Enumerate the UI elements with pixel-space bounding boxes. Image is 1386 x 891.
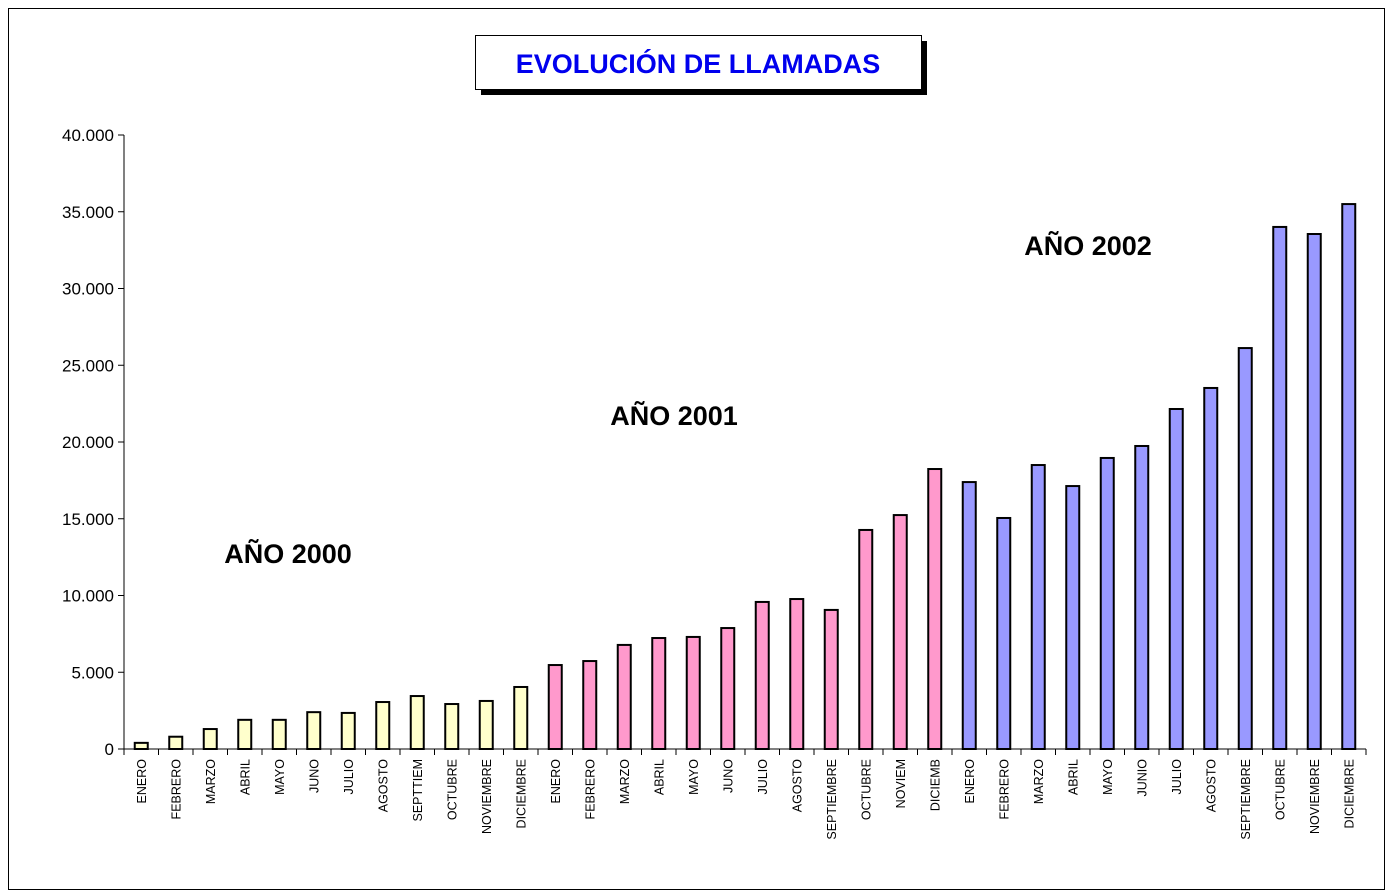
x-tick-label: ABRIL bbox=[652, 759, 666, 795]
bar bbox=[1237, 347, 1253, 750]
x-tick-label: DICIEMBRE bbox=[1342, 759, 1356, 828]
bar bbox=[547, 664, 563, 751]
bar bbox=[1341, 203, 1357, 750]
x-tick-label: MARZO bbox=[618, 759, 632, 804]
bar bbox=[1134, 444, 1150, 750]
x-tick-label: OCTUBRE bbox=[445, 759, 459, 820]
bar bbox=[202, 728, 218, 750]
bar bbox=[1203, 386, 1219, 750]
x-tick-label: MAYO bbox=[687, 759, 701, 795]
x-tick-label: JULIO bbox=[756, 759, 770, 795]
x-tick-label: JUNO bbox=[721, 759, 735, 793]
x-tick-label: AGOSTO bbox=[1204, 759, 1218, 813]
bar bbox=[1099, 456, 1115, 750]
bar bbox=[651, 637, 667, 750]
bar bbox=[823, 608, 839, 751]
x-tick-label: ENERO bbox=[549, 759, 563, 804]
y-tick-label: 5.000 bbox=[71, 663, 114, 682]
bar bbox=[444, 703, 460, 750]
bar bbox=[858, 528, 874, 750]
y-tick-label: 30.000 bbox=[62, 280, 114, 299]
bar bbox=[1306, 233, 1322, 750]
bar bbox=[168, 735, 184, 750]
x-tick-label: MAYO bbox=[273, 759, 287, 795]
bar bbox=[1272, 225, 1288, 751]
x-tick-label: AGOSTO bbox=[790, 759, 804, 813]
annotation: AÑO 2001 bbox=[610, 400, 738, 431]
bar bbox=[996, 516, 1012, 750]
bar bbox=[685, 635, 701, 751]
x-tick-label: DICIEMBRE bbox=[514, 759, 528, 828]
x-tick-label: MARZO bbox=[204, 759, 218, 804]
x-tick-label: OCTUBRE bbox=[1273, 759, 1287, 820]
x-tick-label: ABRIL bbox=[1066, 759, 1080, 795]
x-tick-label: SEPTTIEM bbox=[411, 759, 425, 822]
bar bbox=[1168, 407, 1184, 750]
bar bbox=[892, 514, 908, 750]
x-tick-label: JUNO bbox=[307, 759, 321, 793]
bar bbox=[1065, 485, 1081, 750]
bar bbox=[789, 598, 805, 751]
x-tick-label: NOVIEMBRE bbox=[480, 759, 494, 834]
bar bbox=[375, 701, 391, 750]
x-tick-label: SEPTIEMBRE bbox=[1239, 759, 1253, 840]
bar bbox=[409, 695, 425, 750]
bar bbox=[340, 711, 356, 750]
bar bbox=[927, 468, 943, 750]
bar bbox=[720, 627, 736, 750]
bar bbox=[271, 718, 287, 751]
annotation: AÑO 2002 bbox=[1024, 230, 1152, 261]
x-tick-label: NOVIEMBRE bbox=[1308, 759, 1322, 834]
x-tick-label: DICIEMB bbox=[928, 759, 942, 811]
x-tick-label: ENERO bbox=[963, 759, 977, 804]
x-tick-label: FEBRERO bbox=[997, 759, 1011, 820]
x-tick-label: SEPTIEMBRE bbox=[825, 759, 839, 840]
y-tick-label: 15.000 bbox=[62, 510, 114, 529]
bar bbox=[478, 699, 494, 751]
x-tick-label: OCTUBRE bbox=[859, 759, 873, 820]
bar bbox=[237, 718, 253, 751]
x-tick-label: FEBRERO bbox=[583, 759, 597, 820]
bar bbox=[306, 711, 322, 750]
bar bbox=[582, 660, 598, 750]
bar bbox=[133, 741, 149, 750]
x-tick-label: JULIO bbox=[1170, 759, 1184, 795]
x-tick-label: ABRIL bbox=[238, 759, 252, 795]
x-tick-label: AGOSTO bbox=[376, 759, 390, 813]
y-tick-label: 25.000 bbox=[62, 356, 114, 375]
x-tick-label: JULIO bbox=[342, 759, 356, 795]
bar bbox=[754, 600, 770, 751]
title-box bbox=[475, 35, 922, 90]
x-tick-label: FEBRERO bbox=[169, 759, 183, 820]
chart-title: EVOLUCIÓN DE LLAMADAS bbox=[516, 48, 881, 79]
x-tick-label: MARZO bbox=[1032, 759, 1046, 804]
bar bbox=[961, 481, 977, 750]
annotation: AÑO 2000 bbox=[224, 538, 352, 569]
y-tick-label: 40.000 bbox=[62, 126, 114, 145]
x-tick-label: ENERO bbox=[135, 759, 149, 804]
bar bbox=[1030, 464, 1046, 750]
x-tick-label: NOVIEM bbox=[894, 759, 908, 808]
y-tick-label: 20.000 bbox=[62, 433, 114, 452]
bar bbox=[616, 643, 632, 750]
y-tick-label: 0 bbox=[105, 740, 114, 759]
bar bbox=[513, 685, 529, 751]
y-tick-label: 35.000 bbox=[62, 203, 114, 222]
x-tick-label: MAYO bbox=[1101, 759, 1115, 795]
x-tick-label: JUNIO bbox=[1135, 759, 1149, 797]
y-tick-label: 10.000 bbox=[62, 587, 114, 606]
